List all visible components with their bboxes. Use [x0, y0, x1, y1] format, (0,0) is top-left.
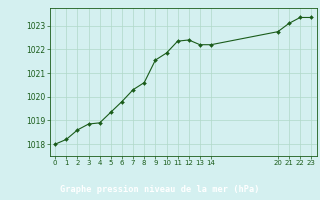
- Text: Graphe pression niveau de la mer (hPa): Graphe pression niveau de la mer (hPa): [60, 185, 260, 194]
